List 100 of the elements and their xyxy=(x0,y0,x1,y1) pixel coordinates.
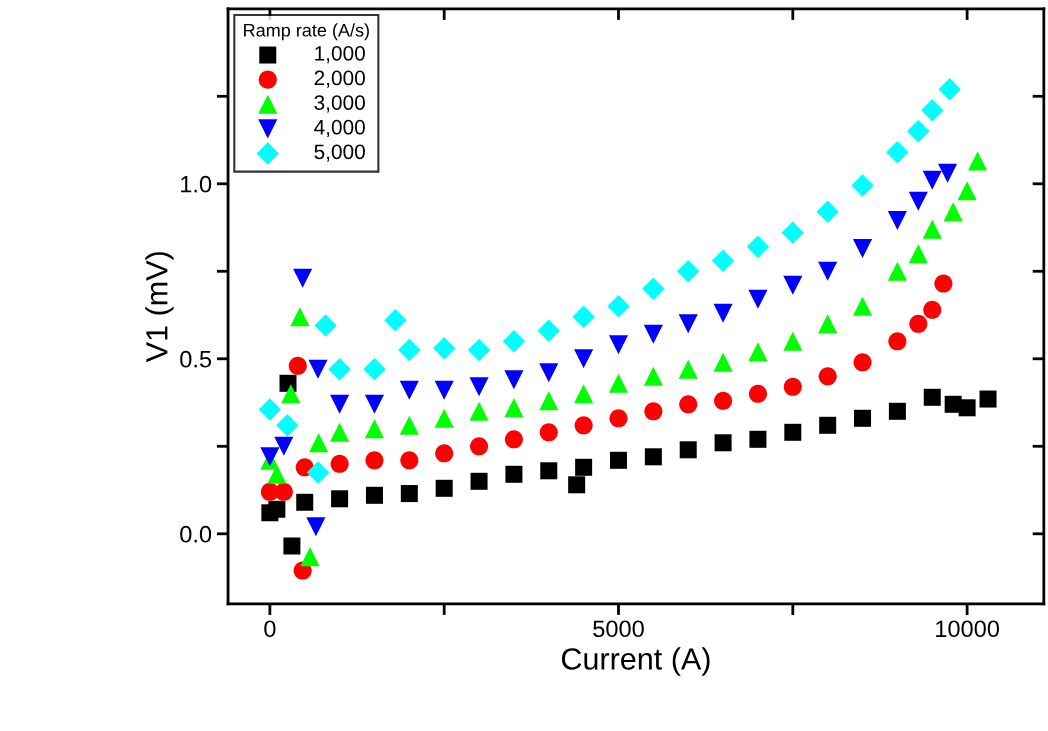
point xyxy=(748,342,768,362)
point xyxy=(938,78,961,101)
point xyxy=(979,390,997,408)
point xyxy=(399,380,419,400)
point xyxy=(400,451,419,470)
point xyxy=(852,238,873,259)
point xyxy=(435,479,453,497)
point xyxy=(328,358,351,381)
point xyxy=(923,300,942,319)
point xyxy=(314,314,337,337)
point xyxy=(572,305,595,328)
point xyxy=(279,374,297,392)
y-tick-label: 0.0 xyxy=(180,525,212,543)
point xyxy=(958,399,976,417)
point xyxy=(293,268,313,288)
x-tick-label: 5000 xyxy=(593,620,644,638)
point xyxy=(568,476,586,494)
point xyxy=(943,202,963,222)
point xyxy=(908,244,928,264)
point xyxy=(609,451,627,469)
point xyxy=(746,235,770,258)
point xyxy=(679,395,698,414)
point xyxy=(434,408,454,428)
point xyxy=(283,537,301,555)
point xyxy=(851,174,874,197)
point xyxy=(290,307,310,327)
point xyxy=(504,430,523,449)
point xyxy=(539,363,559,383)
point xyxy=(281,384,301,404)
legend-label: 4,000 xyxy=(314,119,365,138)
point xyxy=(783,331,803,351)
point xyxy=(934,274,953,293)
point xyxy=(922,170,942,190)
legend-label: 3,000 xyxy=(314,95,365,113)
point xyxy=(268,500,286,518)
point xyxy=(435,444,454,463)
point xyxy=(784,423,802,441)
point xyxy=(467,338,491,362)
point xyxy=(539,391,559,411)
point xyxy=(470,472,488,490)
point xyxy=(306,461,330,484)
x-tick-label: 10000 xyxy=(936,620,1000,638)
point xyxy=(853,353,872,372)
point xyxy=(678,314,698,334)
legend-label: 1,000 xyxy=(315,45,365,64)
point xyxy=(922,219,942,239)
point xyxy=(854,409,872,427)
point xyxy=(816,200,839,223)
point xyxy=(909,314,928,333)
point xyxy=(330,394,350,414)
point xyxy=(968,151,988,171)
point xyxy=(923,388,941,406)
point xyxy=(398,338,421,362)
point xyxy=(364,419,385,439)
point xyxy=(574,384,594,404)
point xyxy=(537,319,560,342)
point xyxy=(258,398,282,421)
point xyxy=(887,261,907,281)
point xyxy=(296,493,314,511)
y-tick-label: 0.5 xyxy=(180,350,212,368)
point xyxy=(330,454,349,473)
point xyxy=(300,546,320,567)
point xyxy=(274,436,294,456)
point xyxy=(308,359,328,379)
point xyxy=(748,289,768,309)
point xyxy=(852,296,873,316)
point xyxy=(679,441,697,459)
point xyxy=(644,402,663,421)
point xyxy=(818,314,838,334)
point xyxy=(540,462,558,480)
point xyxy=(609,409,628,428)
point xyxy=(432,337,456,360)
point xyxy=(887,210,907,231)
point xyxy=(678,359,698,379)
point xyxy=(644,448,662,466)
point xyxy=(608,335,629,355)
point xyxy=(921,99,944,122)
point xyxy=(607,295,630,318)
point xyxy=(575,458,593,476)
point xyxy=(714,391,733,410)
point xyxy=(306,517,326,537)
point xyxy=(908,191,928,211)
y-axis-title: V1 (mV) xyxy=(145,252,174,363)
point xyxy=(288,356,307,375)
point xyxy=(749,430,767,448)
point xyxy=(677,260,700,283)
point xyxy=(400,485,418,503)
point xyxy=(469,437,489,456)
point xyxy=(274,482,293,501)
point xyxy=(469,377,489,397)
legend-label: 2,000 xyxy=(314,70,365,88)
point xyxy=(748,384,767,403)
point xyxy=(783,275,803,295)
point xyxy=(888,332,907,351)
point xyxy=(574,349,594,369)
point xyxy=(783,377,802,396)
point xyxy=(819,416,837,434)
point xyxy=(642,277,665,300)
point xyxy=(364,394,385,414)
point xyxy=(818,367,837,386)
